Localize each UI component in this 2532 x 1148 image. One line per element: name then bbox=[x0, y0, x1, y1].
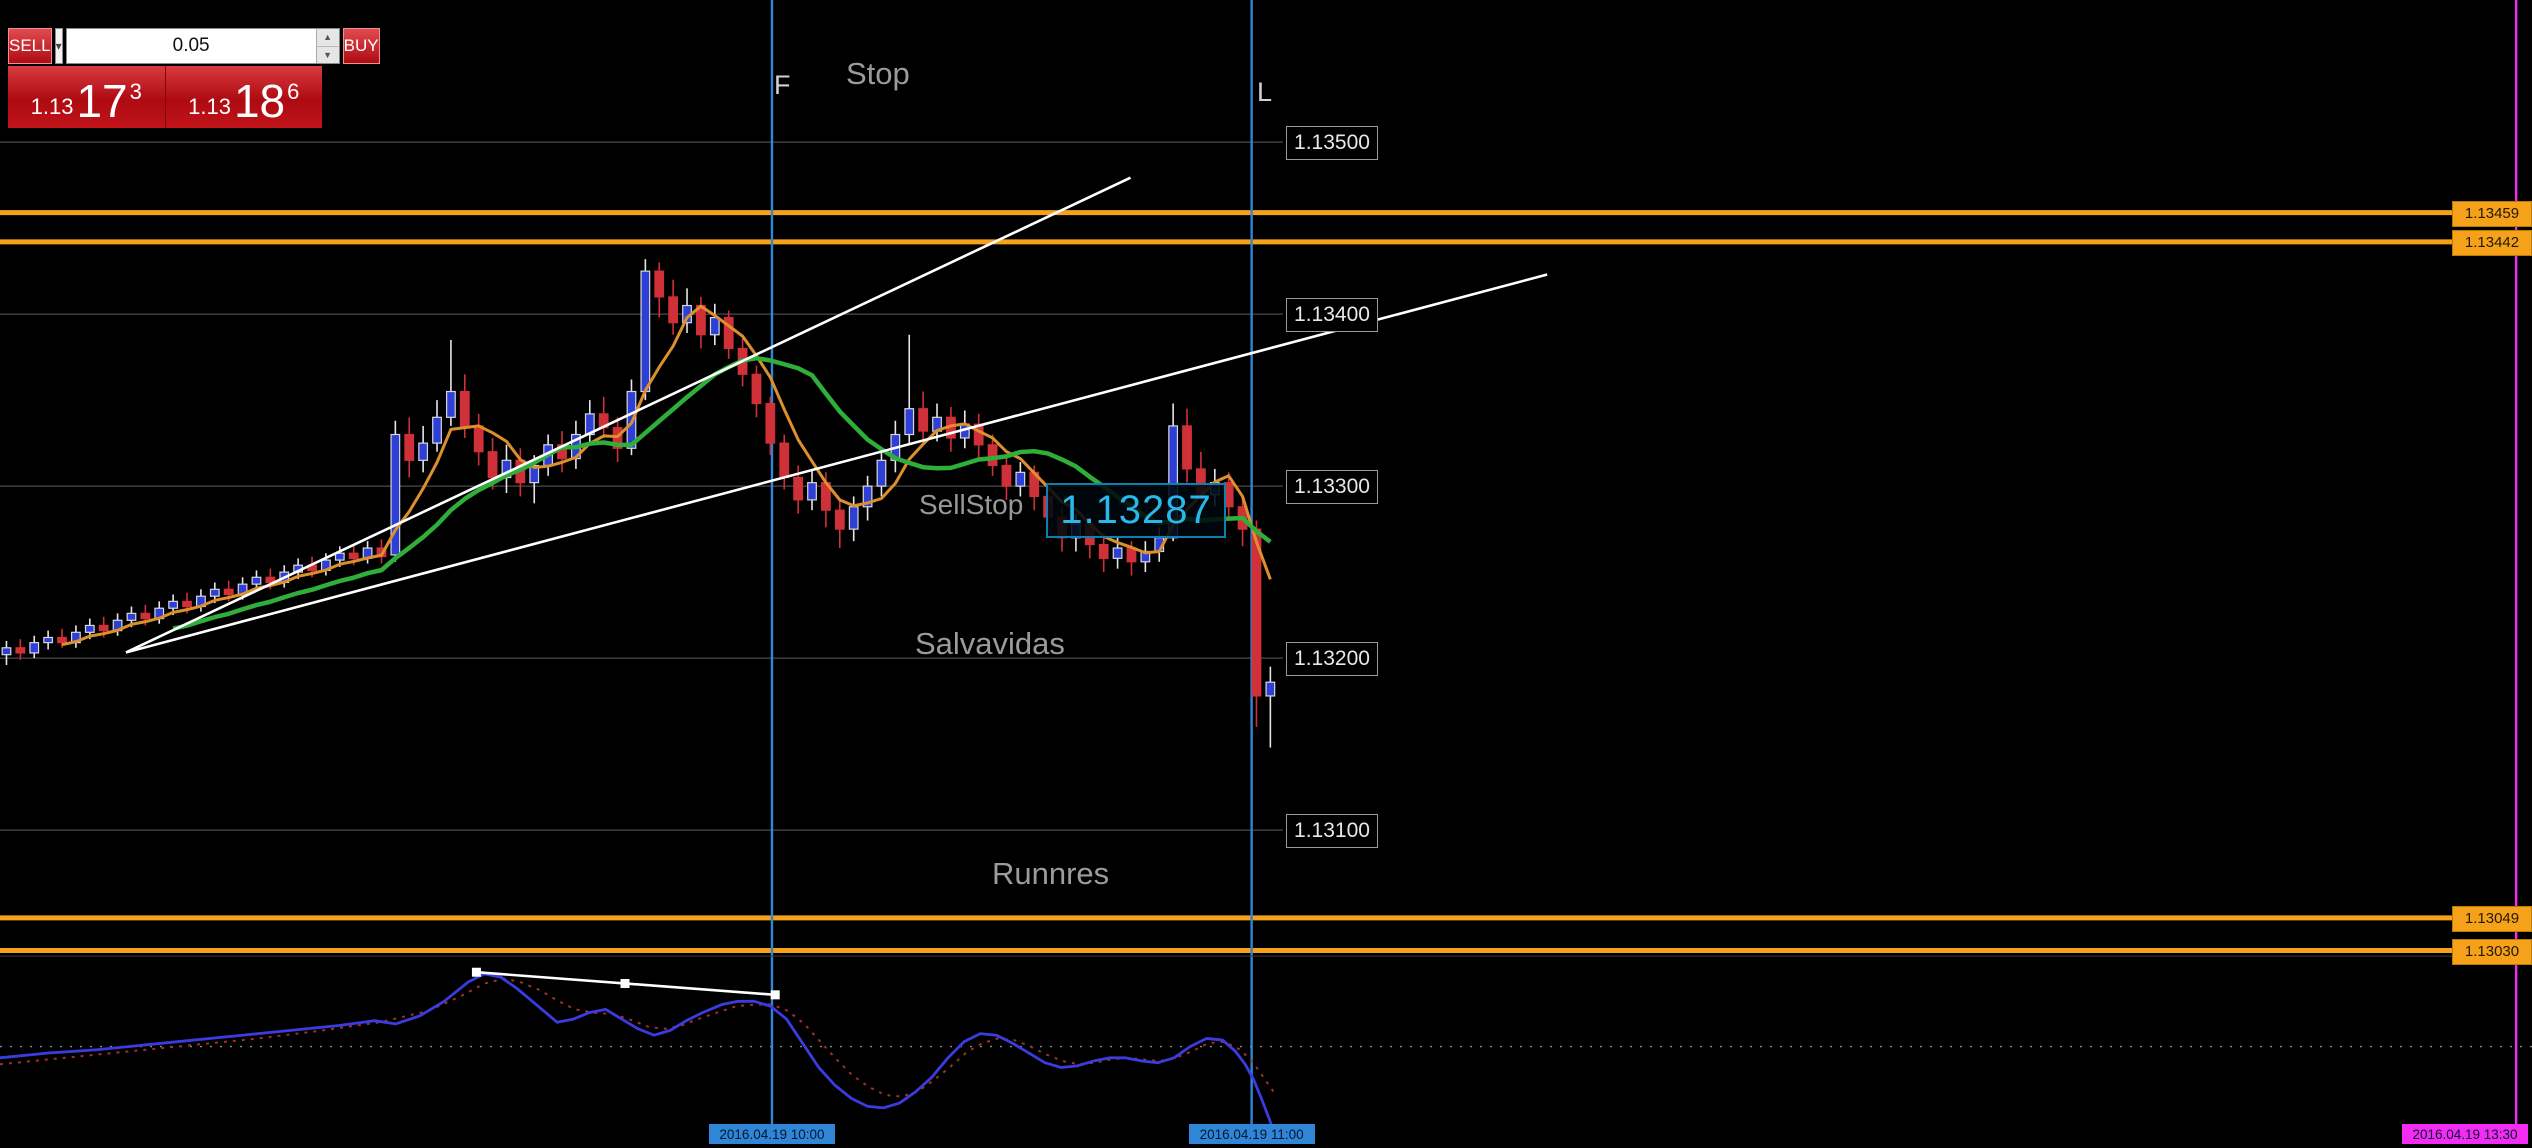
indicator-signal-line bbox=[0, 977, 1277, 1098]
sell-price-display[interactable]: 1.13 17 3 bbox=[8, 66, 166, 128]
sell-button[interactable]: SELL bbox=[8, 28, 52, 64]
sellstop-order-label: SellStop bbox=[919, 489, 1024, 520]
buy-price-prefix: 1.13 bbox=[188, 94, 231, 119]
salvavidas-text-label: Salvavidas bbox=[915, 626, 1065, 661]
buy-price-display[interactable]: 1.13 18 6 bbox=[165, 66, 322, 128]
buy-price-pipette: 6 bbox=[287, 79, 300, 104]
vline-f-label: F bbox=[774, 70, 791, 100]
caret-down-icon: ▾ bbox=[55, 39, 62, 53]
buy-button[interactable]: BUY bbox=[342, 28, 380, 64]
indicator-main-line bbox=[0, 972, 1278, 1140]
sell-price-pipette: 3 bbox=[129, 79, 142, 104]
volume-down-button[interactable]: ▼ bbox=[316, 45, 339, 63]
volume-input[interactable] bbox=[66, 29, 316, 63]
volume-stepper: ▲ ▼ bbox=[315, 29, 339, 63]
trendline-handle[interactable] bbox=[620, 979, 630, 989]
sell-price-prefix: 1.13 bbox=[30, 94, 74, 119]
trend-line[interactable] bbox=[125, 273, 1548, 654]
stop-text-label: Stop bbox=[846, 56, 910, 91]
volume-preset-dropdown[interactable]: ▾ bbox=[54, 28, 63, 64]
runnres-text-label: Runnres bbox=[992, 856, 1110, 891]
volume-up-button[interactable]: ▲ bbox=[316, 29, 339, 46]
one-click-trading-panel: SELL ▾ ▲ ▼ BUY 1.13 17 3 1.13 18 bbox=[8, 28, 380, 128]
trendline-handle[interactable] bbox=[471, 967, 481, 977]
trend-line[interactable] bbox=[125, 176, 1132, 654]
sell-price-main: 17 bbox=[76, 75, 128, 128]
vline-l-label: L bbox=[1257, 77, 1273, 107]
trendline-handle[interactable] bbox=[770, 990, 780, 1000]
buy-price-main: 18 bbox=[233, 75, 286, 128]
sellstop-order-price-box[interactable]: 1.13287 bbox=[1046, 483, 1226, 538]
